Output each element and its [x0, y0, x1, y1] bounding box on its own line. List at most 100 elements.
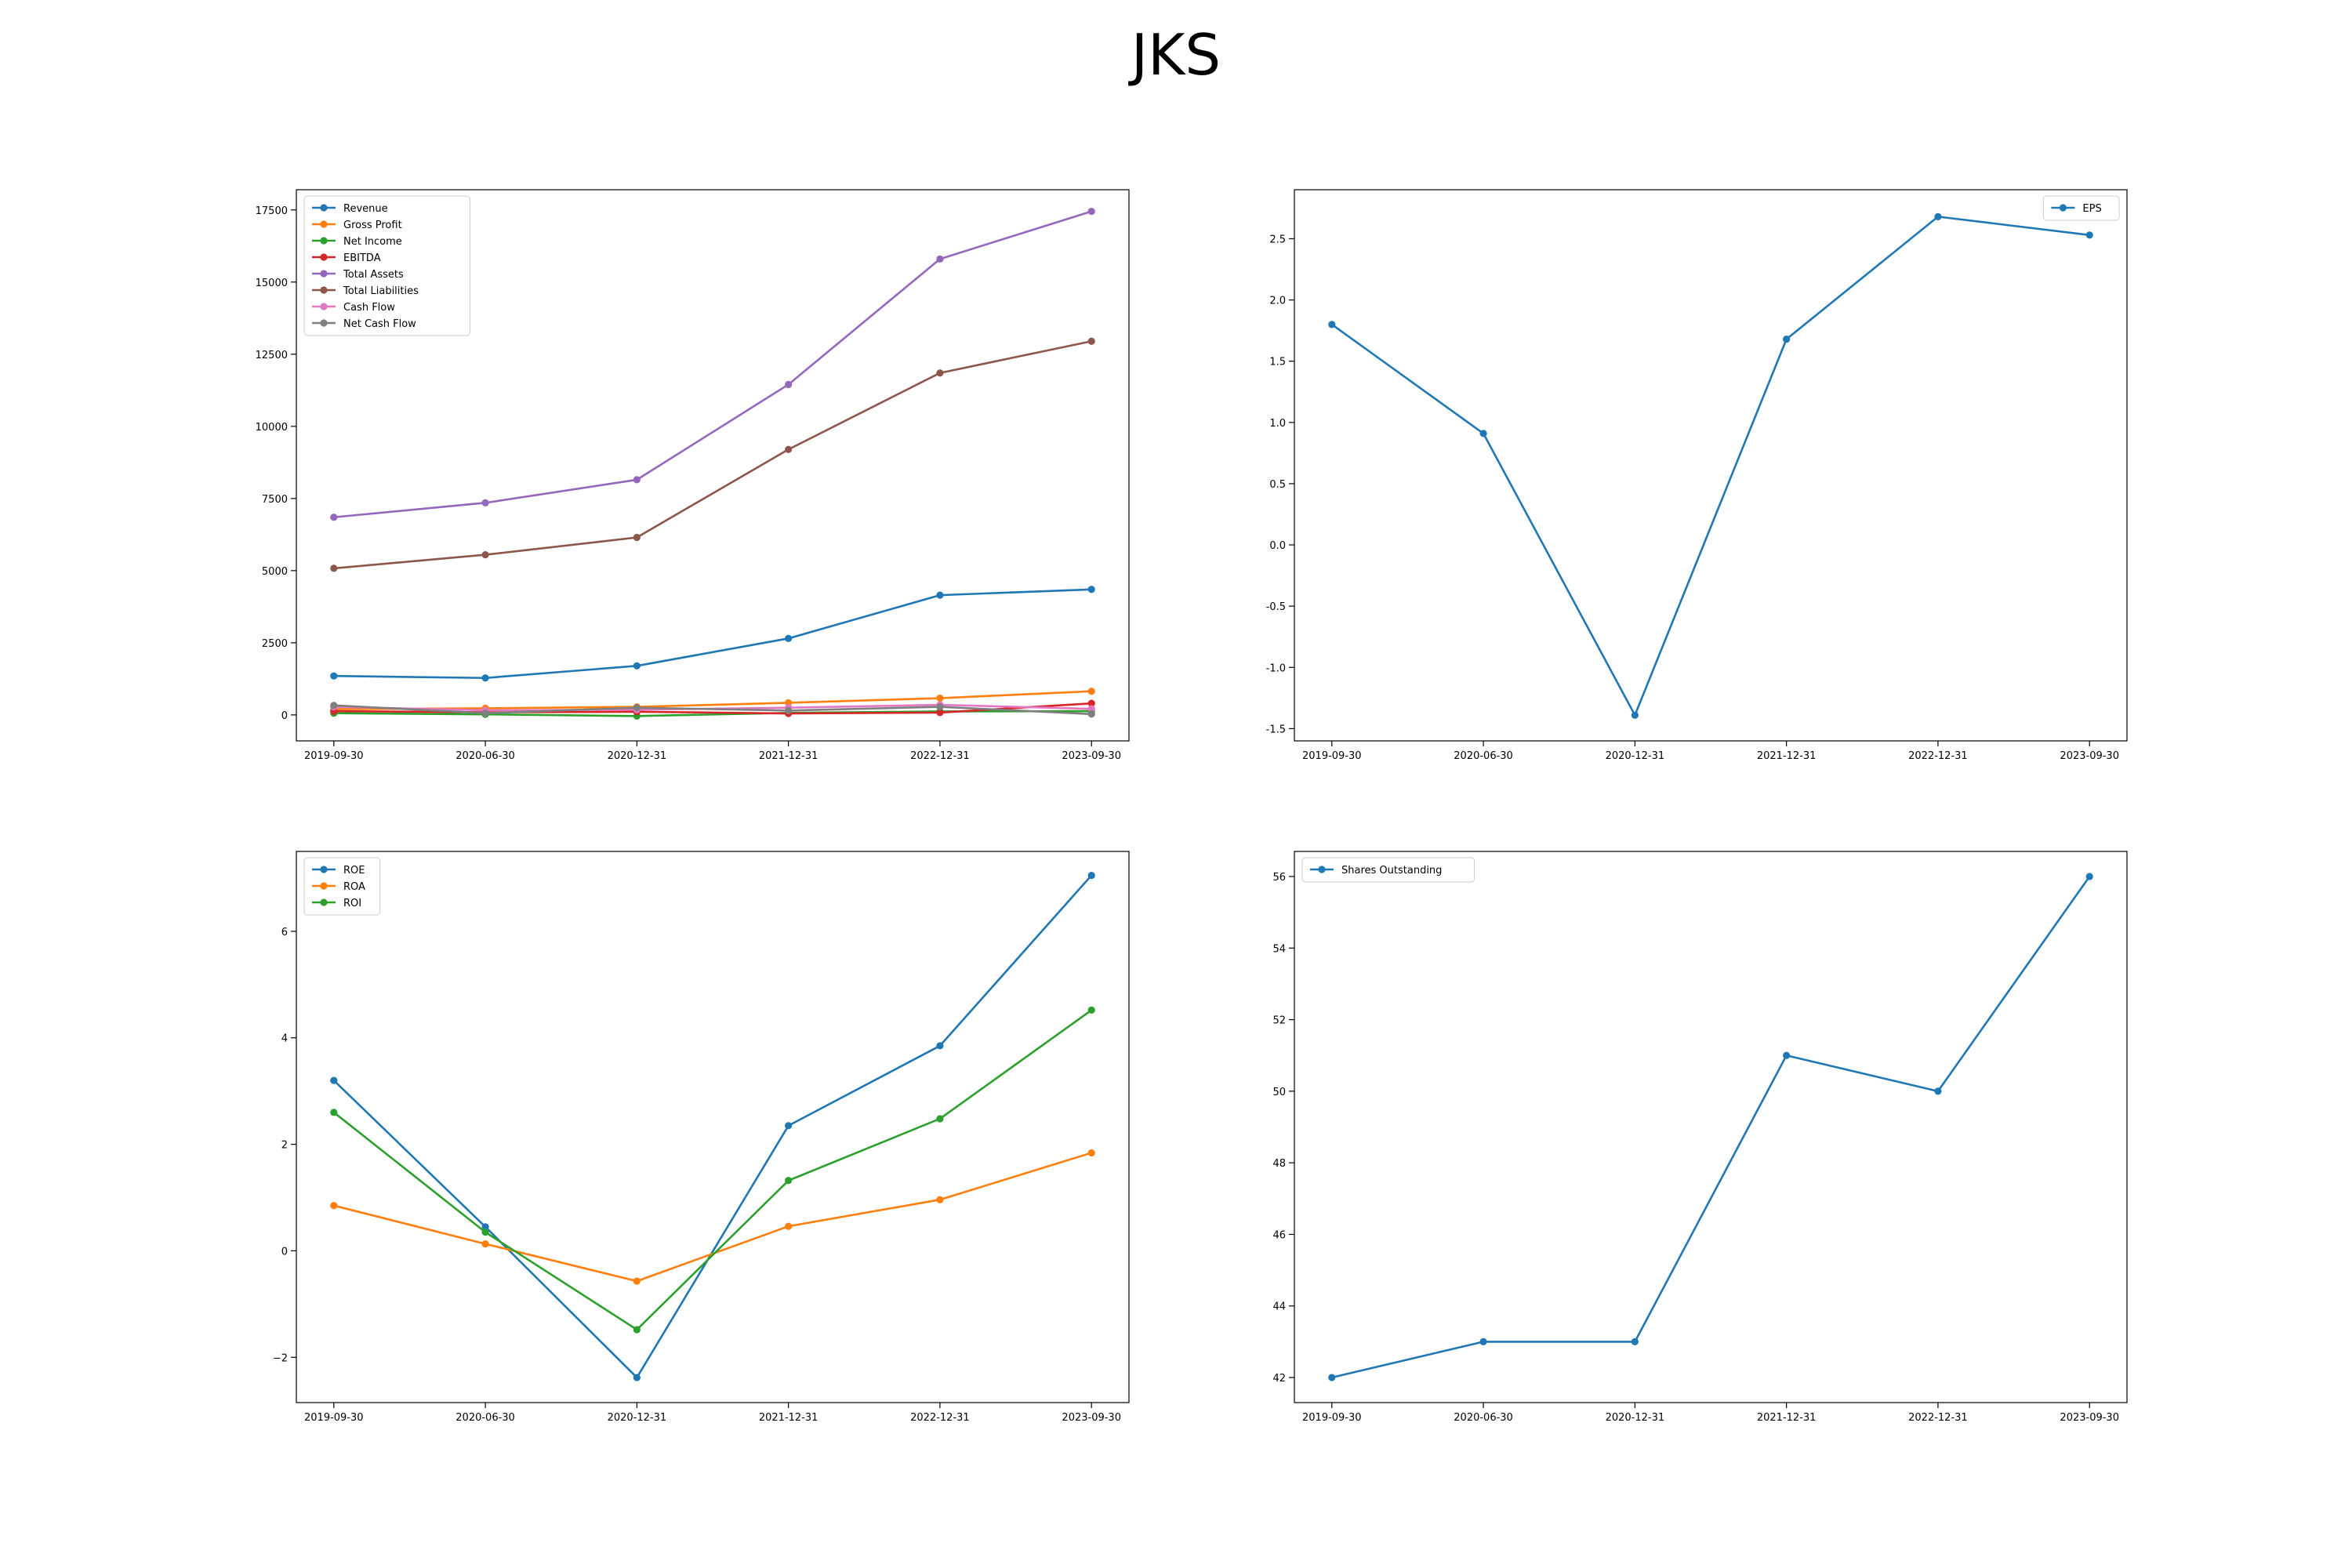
x-tick-label: 2023-09-30	[1062, 1412, 1121, 1424]
series-line-shares-outstanding	[1331, 876, 2091, 1379]
y-tick-label: -1.5	[1266, 724, 1286, 735]
y-tick-label: 15000	[256, 278, 288, 289]
series-line-revenue	[333, 588, 1092, 680]
x-tick-label: 2020-06-30	[1454, 1412, 1513, 1424]
legend-marker	[320, 319, 328, 327]
chart-eps: 2019-09-30 2020-06-30 2020-12-31 2021-12-31…	[1266, 189, 2128, 762]
data-point-eps	[1328, 321, 1336, 328]
x-tick-label: 2022-12-31	[1908, 750, 1968, 762]
x-tick-label: 2019-09-30	[304, 1412, 364, 1424]
data-point-gross-profit	[1087, 688, 1095, 695]
y-tick-label: 48	[1272, 1158, 1286, 1170]
y-tick-label: 0.0	[1269, 540, 1286, 552]
chart-financials: 2019-09-30 2020-06-30 2020-12-31 2021-12-31…	[256, 189, 1130, 762]
chart-shares-outstanding: 2019-09-30 2020-06-30 2020-12-31 2021-12-31…	[1272, 851, 2128, 1424]
y-tick-label: 0.5	[1269, 479, 1286, 491]
data-point-total-assets	[481, 499, 489, 506]
data-point-roi	[481, 1229, 489, 1236]
data-point-revenue	[785, 634, 793, 642]
data-point-roa	[330, 1202, 338, 1210]
legend-label: Total Assets	[343, 269, 404, 281]
data-point-roa	[481, 1240, 489, 1248]
data-point-net-cash-flow	[785, 706, 793, 714]
data-point-roe	[785, 1122, 793, 1130]
data-point-total-liabilities	[633, 533, 641, 542]
data-point-eps	[1783, 335, 1791, 343]
data-point-total-assets	[1087, 208, 1095, 216]
legend-label: Revenue	[343, 203, 388, 215]
data-point-roa	[936, 1196, 944, 1203]
chart-returns: 2019-09-30 2020-06-30 2020-12-31 2021-12-31…	[273, 851, 1130, 1424]
data-point-total-liabilities	[1087, 337, 1095, 345]
data-point-shares-outstanding	[1631, 1338, 1639, 1345]
data-point-total-liabilities	[481, 550, 489, 559]
series-line-total-assets	[333, 210, 1092, 519]
data-point-shares-outstanding	[1328, 1374, 1336, 1381]
series-line-roi	[332, 1009, 1092, 1331]
legend-marker	[1318, 866, 1326, 873]
data-point-total-liabilities	[330, 564, 338, 572]
data-point-eps	[1934, 212, 1942, 220]
legend-marker	[320, 286, 328, 294]
data-point-cash-flow	[1087, 705, 1095, 713]
y-tick-label: 6	[281, 927, 288, 938]
data-point-roi	[1087, 1006, 1095, 1014]
data-point-roi	[936, 1115, 944, 1123]
data-point-roa	[633, 1277, 641, 1285]
data-point-roe	[633, 1374, 641, 1381]
data-point-roi	[330, 1109, 338, 1116]
legend-marker	[320, 270, 328, 278]
y-tick-label: 2500	[262, 638, 288, 650]
series-line-roe	[332, 874, 1093, 1379]
legend-label: ROI	[343, 898, 361, 909]
data-point-roe	[1087, 871, 1095, 880]
data-point-total-assets	[633, 476, 641, 484]
y-tick-label: -1.0	[1266, 662, 1286, 674]
y-tick-label: 0	[281, 1246, 288, 1258]
data-point-eps	[2085, 231, 2093, 239]
legend-label: Cash Flow	[343, 302, 395, 314]
plot-frame	[296, 189, 1130, 742]
data-point-roi	[785, 1177, 793, 1185]
plot-frame	[296, 851, 1130, 1403]
data-point-revenue	[330, 672, 338, 680]
data-point-shares-outstanding	[1479, 1338, 1487, 1345]
x-tick-label: 2020-12-31	[1606, 1412, 1665, 1424]
legend-marker	[320, 204, 328, 212]
x-tick-label: 2023-09-30	[2060, 1412, 2119, 1424]
legend-marker	[320, 220, 328, 228]
x-tick-label: 2020-06-30	[456, 750, 515, 762]
x-tick-label: 2020-06-30	[456, 1412, 515, 1424]
y-tick-label: 46	[1272, 1229, 1286, 1241]
x-tick-label: 2020-12-31	[608, 750, 667, 762]
y-tick-label: 2.5	[1269, 234, 1286, 245]
legend-marker	[2059, 204, 2067, 212]
legend-label: Total Liabilities	[343, 285, 419, 297]
data-point-revenue	[936, 591, 944, 599]
data-point-ebitda	[1087, 699, 1095, 707]
data-point-roa	[785, 1222, 793, 1230]
y-tick-label: 2.0	[1269, 296, 1286, 307]
x-tick-label: 2021-12-31	[759, 1412, 818, 1424]
data-point-net-cash-flow	[1087, 710, 1095, 718]
legend-label: Net Cash Flow	[343, 318, 416, 330]
y-tick-label: 2	[281, 1140, 288, 1152]
x-tick-label: 2021-12-31	[1757, 750, 1817, 762]
data-point-gross-profit	[936, 694, 944, 702]
x-tick-label: 2020-12-31	[608, 1412, 667, 1424]
data-point-roe	[330, 1076, 338, 1084]
data-point-shares-outstanding	[1783, 1051, 1791, 1059]
data-point-revenue	[1087, 586, 1095, 593]
y-tick-label: 54	[1272, 943, 1286, 955]
y-tick-label: 0	[281, 710, 288, 722]
legend-marker	[320, 882, 328, 890]
legend-box	[303, 195, 470, 336]
y-tick-label: 12500	[256, 350, 288, 361]
y-tick-label: 17500	[256, 205, 288, 217]
y-tick-label: 7500	[262, 494, 288, 506]
legend-marker	[320, 303, 328, 310]
data-point-net-cash-flow	[481, 710, 489, 717]
y-tick-label: 44	[1272, 1301, 1286, 1313]
data-point-shares-outstanding	[1934, 1087, 1942, 1095]
data-point-total-assets	[330, 514, 338, 521]
